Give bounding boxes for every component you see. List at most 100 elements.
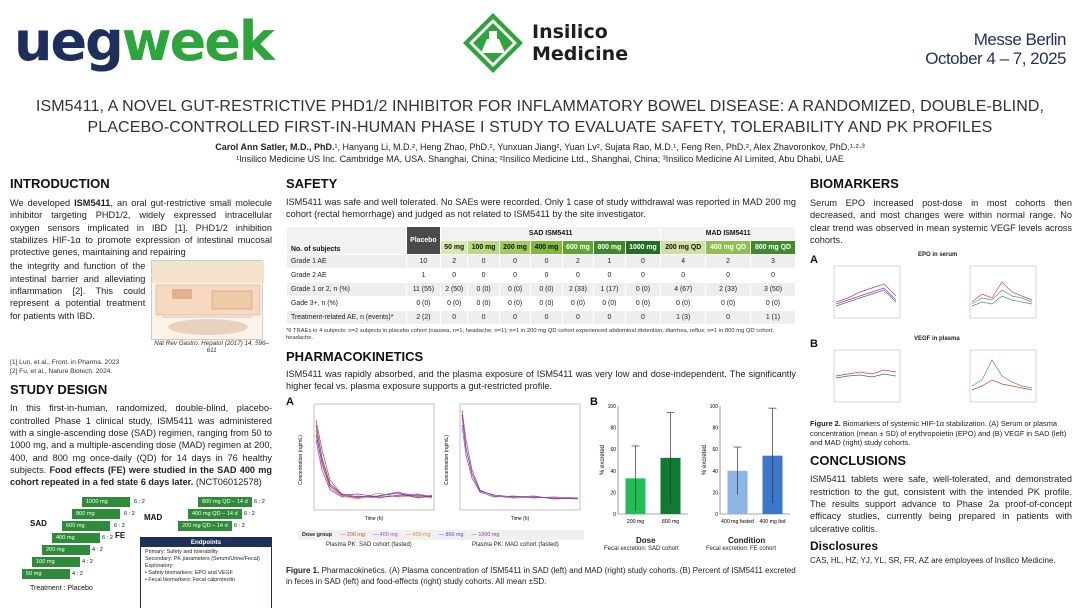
- dose-header-sad: 200 mg: [498, 239, 532, 255]
- table-cell: 10: [405, 253, 442, 269]
- table-cell: 0: [660, 267, 707, 283]
- sad-ylabel: Concentration (ng/mL): [298, 435, 304, 485]
- biomarkers-text: Serum EPO increased post-dose in most co…: [810, 198, 1072, 245]
- table-cell: 0 (0): [498, 281, 532, 297]
- dose-header-mad: 400 mg QD: [705, 239, 751, 255]
- table-cell: 11 (55): [405, 281, 442, 297]
- endpoints-box: Endpoints Primary: Safety and tolerabili…: [140, 536, 272, 608]
- table-cell: 3: [750, 253, 796, 269]
- col-header-placebo: Placebo: [405, 225, 442, 255]
- table-row: Gade 3+, n (%) 0 (0) 0 (0) 0 (0) 0 (0) 0 (0) 0…: [286, 295, 796, 311]
- ueg-week-logo: uegweek: [14, 10, 275, 73]
- table-cell: 0 (0): [705, 295, 751, 311]
- epo-chart: [833, 265, 1037, 319]
- table-cell: 4 (67): [660, 281, 707, 297]
- mad-pk-chart: Concentration (ng/mL) Time (h): [444, 403, 581, 522]
- table-cell: 0: [561, 267, 595, 283]
- table-cell: 0 (0): [530, 295, 563, 311]
- insilico-flask-icon: [463, 13, 523, 73]
- table-cell: 0: [467, 267, 500, 283]
- mad-xlabel: Time (h): [511, 516, 530, 522]
- vegf-chart: [833, 349, 1037, 403]
- conclusions-text: ISM5411 tablets were safe, well-tolerate…: [810, 474, 1072, 534]
- dose-title: Dose: [636, 536, 656, 546]
- poster-title: ISM5411, A NOVEL GUT-RESTRICTIVE PHD1/2 …: [35, 98, 1045, 136]
- dose-header-sad: 1000 mg: [624, 239, 662, 255]
- table-cell: 2: [561, 253, 595, 269]
- dose-header-sad: 50 mg: [440, 239, 469, 255]
- table-cell: 0: [440, 309, 469, 325]
- table-cell: 0: [624, 253, 662, 269]
- left-column: INTRODUCTION We developed ISM5411, an or…: [10, 176, 272, 608]
- sad-step: 100 mg: [32, 556, 80, 567]
- y-tick-label: 100: [608, 404, 617, 410]
- sad-step: 400 mg: [52, 532, 100, 543]
- condition-title: Condition: [728, 536, 766, 546]
- sad-step: 200 mg: [42, 544, 90, 555]
- y-tick-label: 60: [712, 447, 718, 453]
- table-cell: 0 (0): [405, 295, 442, 311]
- mad-step: 200 mg QD – 14 d: [178, 520, 232, 531]
- y-tick-label: 60: [610, 447, 616, 453]
- table-cell: 0: [467, 309, 500, 325]
- table-row: Treatment-related AE, n (events)* 2 (2) 0 0…: [286, 309, 796, 325]
- safety-table: No. of subjects Placebo SAD ISM5411 MAD …: [286, 225, 796, 325]
- authors: Carol Ann Satler, M.D., PhD.¹, Hanyang L…: [20, 141, 1060, 165]
- table-cell: 2 (33): [561, 281, 595, 297]
- category-label: 800 mg: [662, 519, 679, 525]
- table-cell: 0 (0): [750, 295, 796, 311]
- table-cell: 0: [593, 309, 626, 325]
- sad-step: 800 mg: [72, 508, 120, 519]
- dose-header-sad: 400 mg: [530, 239, 563, 255]
- table-cell: 0: [624, 267, 662, 283]
- sad-label: SAD: [30, 518, 47, 528]
- table-cell: 0 (0): [467, 295, 500, 311]
- biomarkers-figure: A B EPO in serum VEGF in plasma: [810, 250, 1072, 415]
- y-tick-label: 20: [610, 491, 616, 497]
- panel-b-label: B: [590, 396, 598, 409]
- group-header-sad: SAD ISM5411: [440, 225, 662, 241]
- study-design-diagram: SAD MAD FE FE 1000 mg 6 : 2 800 mg 6 : 2…: [10, 496, 272, 608]
- mad-ylabel: Concentration (ng/mL): [444, 435, 450, 485]
- dose-subtitle: Fecal excretion: SAD cohort: [604, 546, 679, 553]
- table-cell: 0: [624, 309, 662, 325]
- row-label: Grade 1 AE: [286, 253, 407, 269]
- row-label: Treatment-related AE, n (events)*: [286, 309, 407, 325]
- table-cell: 0: [498, 253, 532, 269]
- middle-column: SAFETY ISM5411 was safe and well tolerat…: [286, 176, 796, 587]
- dose-ylabel: % excreted: [600, 445, 606, 475]
- bio-panel-b: B: [810, 338, 818, 351]
- biomarkers-heading: BIOMARKERS: [810, 176, 899, 191]
- table-cell: 4: [660, 253, 707, 269]
- table-cell: 0 (0): [498, 295, 532, 311]
- table-cell: 0 (0): [624, 281, 662, 297]
- figure2-caption: Figure 2. Biomarkers of systemic HIF-1α …: [810, 419, 1067, 447]
- table-cell: 0 (0): [561, 295, 595, 311]
- table-cell: 0: [440, 267, 469, 283]
- safety-footnote: *6 TRAEs in 4 subjects: n=2 subjects in …: [286, 327, 774, 342]
- table-cell: 1 (1): [750, 309, 796, 325]
- bio-panel-a: A: [810, 254, 818, 267]
- table-cell: 0: [705, 309, 751, 325]
- right-column: BIOMARKERS Serum EPO increased post-dose…: [810, 176, 1072, 567]
- table-cell: 0: [530, 309, 563, 325]
- dose-header-sad: 800 mg: [593, 239, 626, 255]
- table-cell: 0: [530, 253, 563, 269]
- safety-text: ISM5411 was safe and well tolerated. No …: [286, 197, 796, 220]
- intestinal-barrier-figure: [151, 260, 265, 341]
- sad-step: 50 mg: [22, 568, 70, 579]
- condition-subtitle: Fecal excretion: FE cohort: [706, 546, 777, 553]
- condition-bar-chart: % excreted 0 20 40 60 80 100 400 mg fasted 400 …: [702, 404, 790, 525]
- table-row: Grade 1 or 2, n (%) 11 (55) 2 (50) 0 (0) 0 (…: [286, 281, 796, 297]
- treatment-placebo-label: Treatment : Placebo: [30, 584, 93, 592]
- category-label: 200 mg: [627, 519, 644, 525]
- y-tick-label: 20: [712, 491, 718, 497]
- pk-text: ISM5411 was rapidly absorbed, and the pl…: [286, 368, 796, 391]
- table-cell: 3 (50): [750, 281, 796, 297]
- table-cell: 2 (2): [405, 309, 442, 325]
- conclusions-heading: CONCLUSIONS: [810, 453, 907, 469]
- table-row: Grade 2 AE 1 0 0 0 0 0 0 0 0 0 0: [286, 267, 796, 283]
- intro-figure-caption: Nat Rev Gastro. Hepatol (2017) 14, 596–6…: [154, 340, 270, 355]
- dose-header-mad: 800 mg QD: [750, 239, 796, 255]
- mad-step: 800 mg QD – 14 d: [198, 496, 252, 507]
